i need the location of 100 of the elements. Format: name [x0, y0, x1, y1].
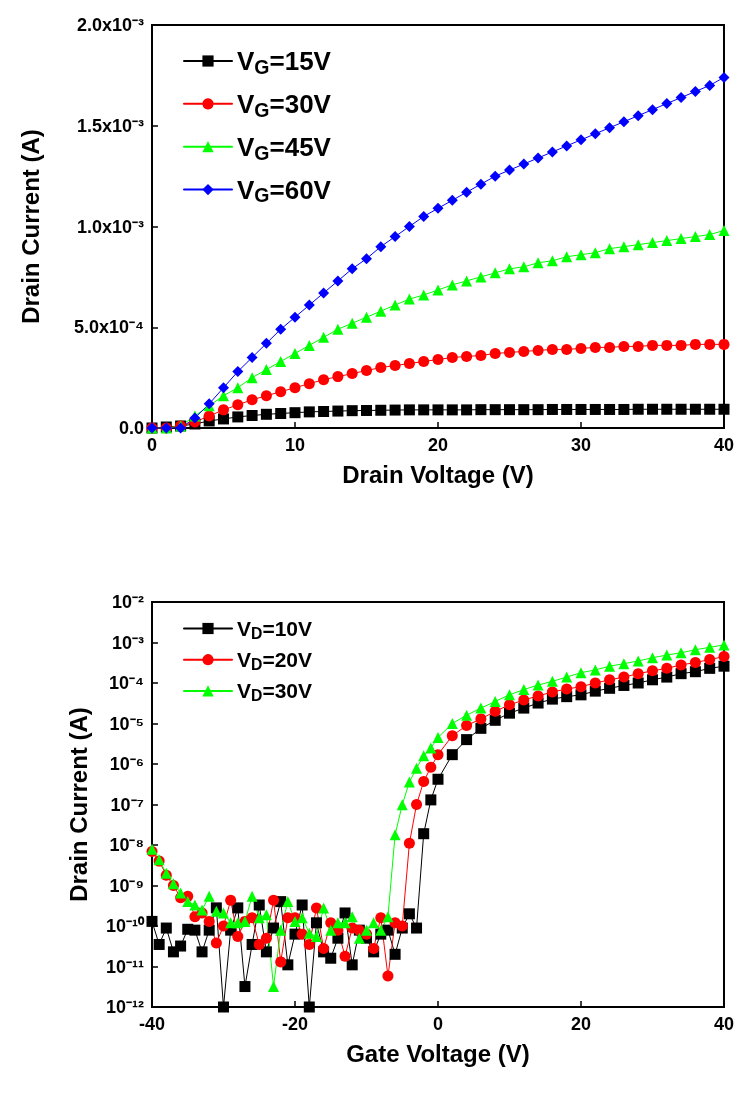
point: [689, 231, 701, 243]
point: [704, 403, 716, 415]
point: [475, 271, 487, 283]
point: [289, 407, 301, 419]
y-tick-label: 1.0x10⁻³: [76, 216, 144, 237]
point: [403, 404, 415, 416]
point: [561, 251, 573, 263]
point: [461, 350, 473, 362]
point: [632, 239, 644, 251]
point: [632, 340, 644, 352]
point: [561, 403, 573, 415]
point: [646, 403, 658, 415]
point: [518, 345, 530, 357]
point: [532, 404, 544, 416]
point: [675, 233, 687, 245]
point: [418, 404, 430, 416]
point: [489, 404, 501, 416]
x-axis-title: Gate Voltage (V): [346, 1039, 530, 1067]
point: [418, 289, 430, 301]
x-tick-label: 40: [713, 1014, 734, 1034]
point: [389, 231, 401, 243]
point: [361, 404, 372, 416]
y-tick-label: 10⁻¹⁰: [105, 916, 145, 936]
point: [289, 311, 301, 323]
point: [661, 403, 673, 415]
point: [318, 405, 330, 417]
x-tick-label: 40: [713, 435, 734, 455]
point: [661, 235, 673, 247]
point: [303, 339, 315, 351]
point: [518, 158, 530, 170]
y-tick-label: 1.5x10⁻³: [76, 115, 144, 136]
point: [618, 340, 630, 352]
point: [432, 404, 444, 416]
point: [604, 243, 616, 255]
point: [518, 261, 530, 273]
x-axis-title: Drain Voltage (V): [342, 460, 534, 488]
point: [418, 210, 430, 222]
point: [232, 382, 244, 394]
point: [575, 249, 587, 261]
point: [332, 371, 344, 383]
point: [303, 406, 315, 418]
y-tick-label: 10⁻¹¹: [105, 956, 144, 977]
point: [446, 404, 458, 416]
point: [718, 225, 730, 237]
point: [518, 404, 530, 416]
point: [260, 390, 272, 402]
point: [218, 382, 229, 394]
point: [361, 253, 372, 265]
point: [532, 257, 544, 269]
point: [475, 178, 487, 190]
y-tick-label: 10⁻²: [111, 592, 145, 612]
y-tick-label: 10⁻⁵: [109, 713, 144, 734]
point: [604, 341, 616, 353]
point: [318, 287, 330, 299]
point: [718, 71, 730, 83]
x-tick-label: 0: [432, 1014, 443, 1034]
point: [589, 341, 601, 353]
point: [532, 344, 544, 356]
point: [532, 152, 544, 164]
point: [589, 247, 601, 259]
point: [303, 378, 315, 390]
point: [503, 164, 515, 176]
y-tick-label: 0.0: [118, 418, 144, 438]
point: [346, 368, 358, 380]
point: [546, 146, 558, 158]
point: [503, 263, 515, 275]
y-tick-label: 2.0x10⁻³: [76, 15, 144, 35]
x-tick-label: 0: [146, 435, 158, 455]
y-axis-title: Drain Current (A): [16, 129, 44, 324]
point: [504, 346, 515, 358]
point: [403, 358, 415, 370]
x-tick-label: -40: [138, 1014, 166, 1034]
point: [546, 255, 558, 267]
point: [575, 134, 587, 146]
x-tick-label: 30: [570, 435, 592, 455]
point: [346, 405, 358, 417]
point: [432, 202, 444, 214]
point: [704, 229, 716, 241]
point: [618, 241, 630, 253]
point: [675, 92, 687, 104]
point: [561, 343, 573, 355]
point: [275, 407, 287, 419]
point: [260, 337, 272, 349]
point: [632, 110, 644, 122]
point: [346, 263, 358, 275]
y-tick-label: 10⁻⁴: [109, 673, 144, 693]
point: [389, 404, 401, 416]
point: [218, 404, 229, 416]
point: [332, 275, 344, 287]
point: [432, 353, 444, 365]
x-tick-label: 20: [570, 1014, 592, 1034]
point: [489, 267, 501, 279]
point: [375, 362, 387, 374]
point: [446, 194, 458, 206]
y-tick-label: 10⁻³: [111, 632, 145, 653]
point: [675, 403, 687, 415]
y-tick-label: 10⁻⁶: [109, 754, 144, 774]
y-axis-title: Drain Current (A): [64, 707, 92, 902]
point: [461, 186, 473, 198]
point: [232, 399, 244, 411]
